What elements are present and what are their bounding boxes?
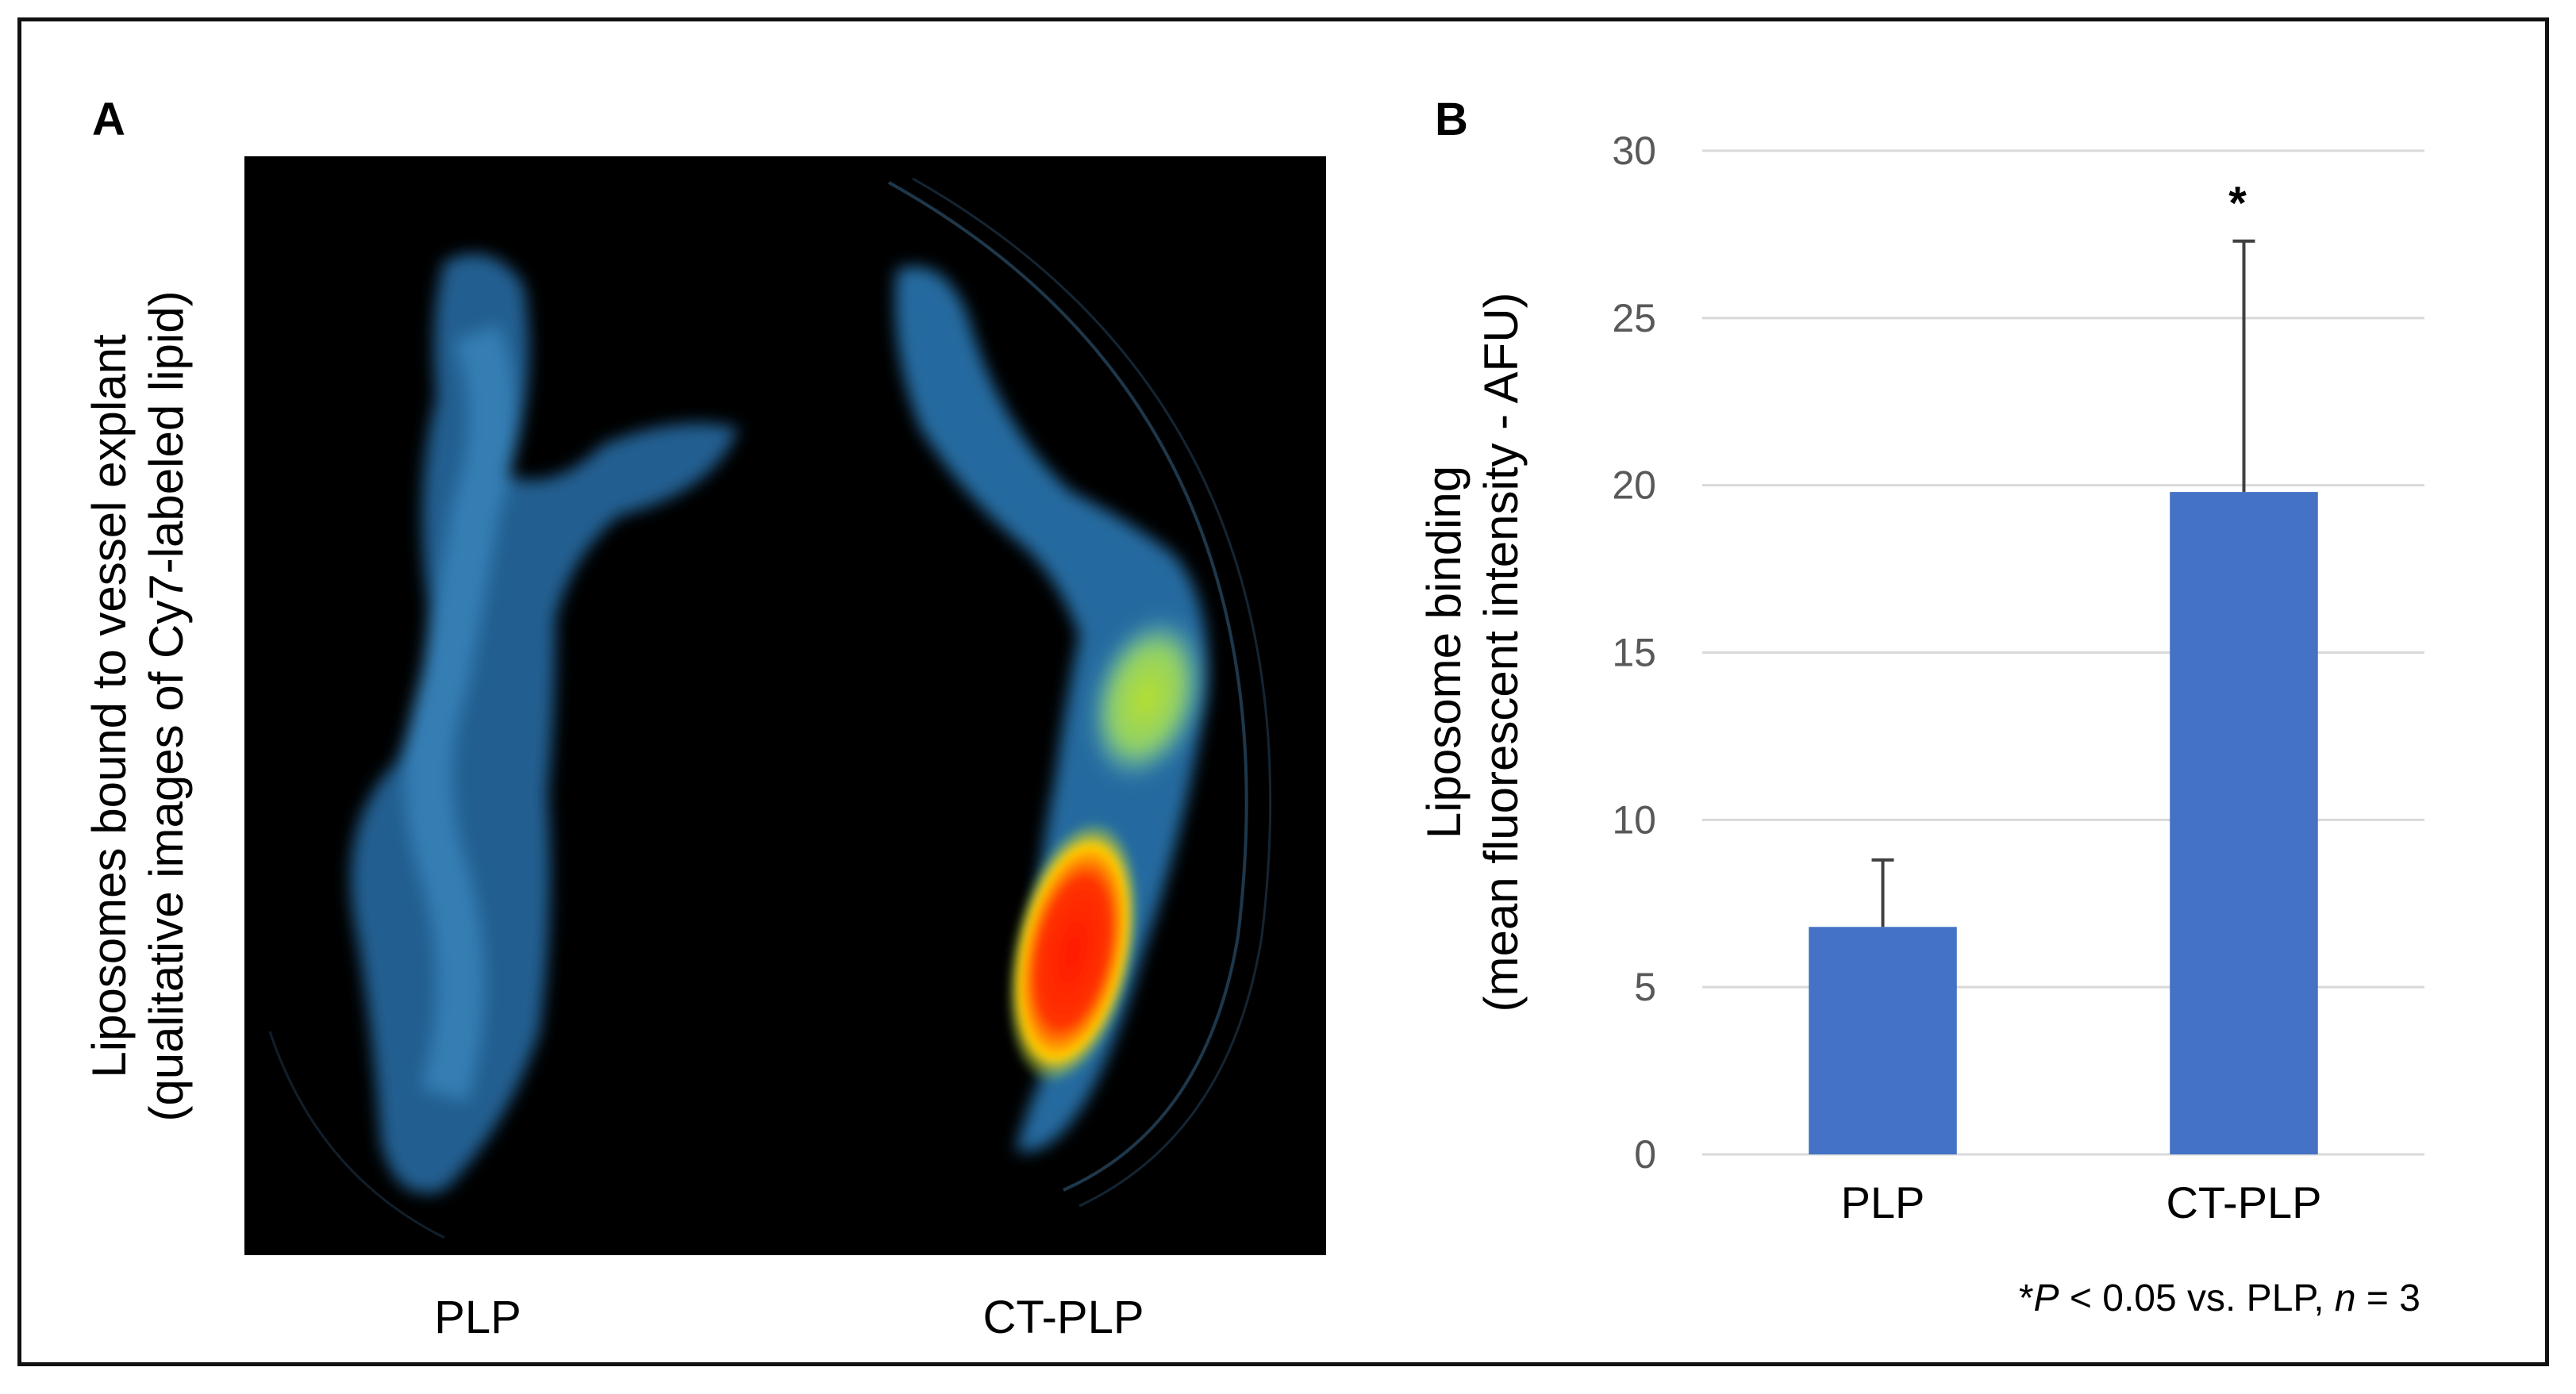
figure-frame xyxy=(17,17,2549,1366)
footnote-prefix: * xyxy=(2019,1277,2034,1319)
bar-ct-plp xyxy=(2170,492,2318,1154)
chart-x-categories: PLP CT-PLP xyxy=(1841,1177,2322,1227)
bar-chart: 0 5 10 15 20 25 30 PLP CT-PLP * xyxy=(1612,129,2424,1227)
y-tick-label-0: 0 xyxy=(1634,1132,1656,1177)
x-category-ct-plp: CT-PLP xyxy=(2166,1177,2321,1227)
chart-significance: * xyxy=(2228,178,2247,229)
chart-ylabel-line2: (mean fluorescent intensity - AFU) xyxy=(1474,292,1528,1012)
chart-ylabel-line1: Liposome binding xyxy=(1417,466,1471,839)
image-label-ct-plp: CT-PLP xyxy=(982,1292,1144,1343)
y-tick-label-10: 10 xyxy=(1612,797,1656,842)
ct-plp-hot-signal xyxy=(1005,819,1140,1085)
chart-y-ticks: 0 5 10 15 20 25 30 xyxy=(1612,129,1656,1177)
ct-plp-mid-signal xyxy=(1087,613,1206,783)
x-category-plp: PLP xyxy=(1841,1177,1925,1227)
panel-a-ylabel-line1: Liposomes bound to vessel explant xyxy=(83,334,136,1078)
bar-plp xyxy=(1809,927,1957,1154)
footnote-suffix: = 3 xyxy=(2356,1277,2420,1319)
panel-a-ylabel-line2: (qualitative images of Cy7-labeled lipid… xyxy=(140,290,193,1121)
y-tick-label-20: 20 xyxy=(1612,463,1656,508)
significance-marker-ct-plp: * xyxy=(2228,178,2247,229)
footnote-p: P xyxy=(2034,1277,2059,1319)
fluorescence-image xyxy=(244,156,1326,1255)
chart-error-bars xyxy=(1871,239,2255,927)
panel-a-letter: A xyxy=(92,94,125,145)
chart-footnote: *P < 0.05 vs. PLP, n = 3 xyxy=(2019,1277,2420,1319)
chart-bars xyxy=(1809,492,2318,1154)
image-label-plp: PLP xyxy=(434,1292,521,1343)
footnote-n: n xyxy=(2335,1277,2356,1319)
y-tick-label-30: 30 xyxy=(1612,129,1656,173)
y-tick-label-25: 25 xyxy=(1612,296,1656,340)
chart-ylabel: Liposome binding (mean fluorescent inten… xyxy=(1417,292,1528,1012)
dish-rim xyxy=(888,181,1248,1192)
plp-vessel xyxy=(350,254,738,1193)
y-tick-label-15: 15 xyxy=(1612,631,1656,675)
footnote-middle: < 0.05 vs. PLP, xyxy=(2059,1277,2335,1319)
panel-a-ylabel: Liposomes bound to vessel explant (quali… xyxy=(83,290,193,1121)
dish-rim-outer xyxy=(912,177,1272,1208)
ct-plp-vessel xyxy=(895,267,1208,1152)
y-tick-label-5: 5 xyxy=(1634,965,1656,1009)
dish-rim-left xyxy=(268,1031,445,1239)
panel-b-letter: B xyxy=(1435,94,1468,145)
